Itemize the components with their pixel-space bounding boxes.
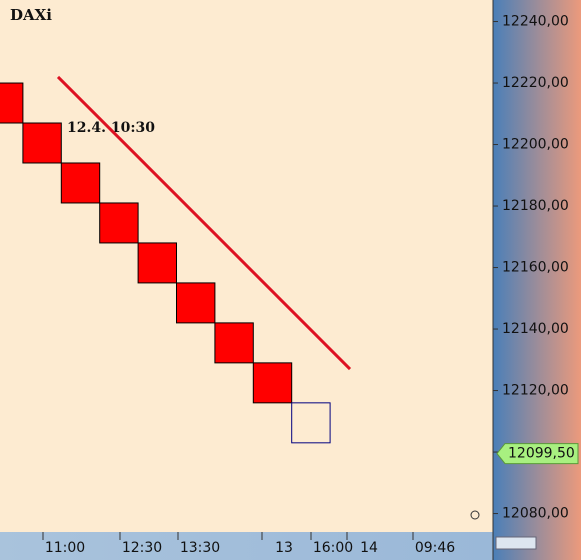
renko-brick: [60, 162, 101, 204]
chart-title: DAXi: [10, 6, 52, 24]
renko-brick: [22, 122, 62, 164]
renko-brick: [252, 362, 293, 404]
last-price-tag: [496, 443, 579, 465]
y-tick-label: 12120,00: [502, 383, 569, 399]
renko-brick: [291, 402, 331, 444]
renko-brick: [214, 322, 254, 364]
y-tick-label: 12180,00: [502, 198, 569, 214]
x-axis-panel: [0, 532, 493, 560]
link-icon[interactable]: [470, 510, 480, 520]
renko-brick: [137, 242, 178, 284]
renko-brick: [99, 202, 139, 244]
y-tick-label: 12140,00: [502, 321, 569, 337]
y-tick-label: 12160,00: [502, 260, 569, 276]
x-tick-label: 14: [360, 540, 378, 556]
zoom-buttons[interactable]: [495, 536, 537, 550]
last-price-label: 12099,50: [508, 446, 575, 462]
renko-brick: [0, 82, 24, 124]
trend-line: [56, 75, 352, 371]
y-tick-label: 12080,00: [502, 506, 569, 522]
toolbar-icons[interactable]: [470, 510, 537, 550]
x-tick-label: 09:46: [415, 540, 455, 556]
x-tick-label: 12:30: [122, 540, 162, 556]
y-tick-label: 12220,00: [502, 75, 569, 91]
y-tick-label: 12200,00: [502, 137, 569, 153]
renko-brick: [176, 282, 216, 324]
y-axis-panel: [493, 0, 581, 560]
x-tick-label: 11:00: [45, 540, 85, 556]
x-tick-label: 13: [275, 540, 293, 556]
y-tick-label: 12240,00: [502, 14, 569, 30]
x-tick-label: 13:30: [180, 540, 220, 556]
x-tick-label: 16:00: [313, 540, 353, 556]
